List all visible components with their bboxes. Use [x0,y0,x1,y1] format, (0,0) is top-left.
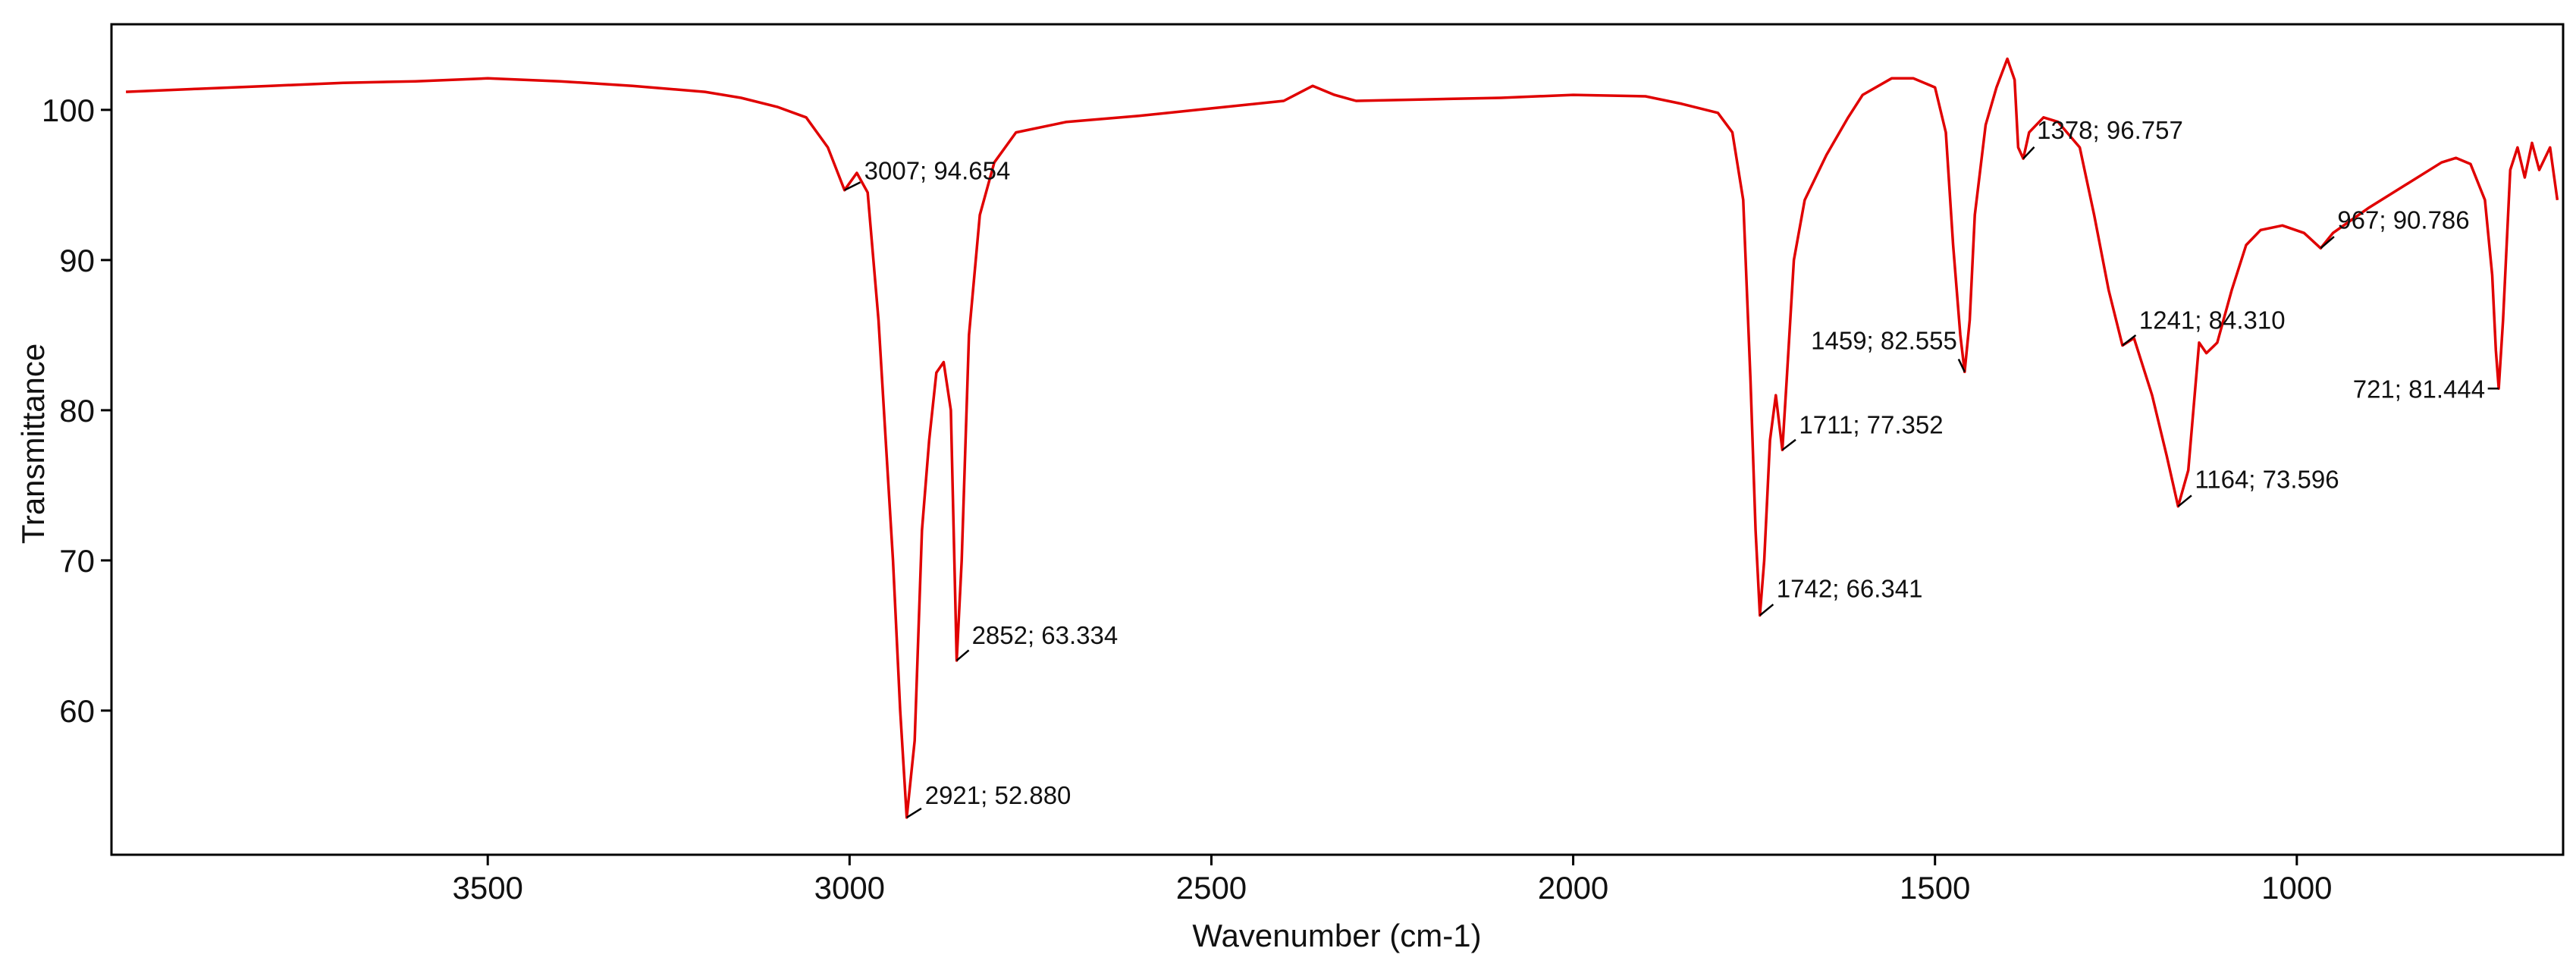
annotation-leader [906,807,922,818]
y-tick-label: 70 [59,543,95,579]
annotation-label: 1459; 82.555 [1811,326,1957,354]
y-axis-label: Transmittance [15,344,51,545]
annotation-leader [2022,146,2035,159]
annotation-label: 1241; 84.310 [2139,306,2286,334]
x-tick-label: 1500 [1900,870,1970,906]
x-tick-label: 3000 [814,870,885,906]
x-tick-label: 1000 [2261,870,2332,906]
annotation-label: 967; 90.786 [2337,206,2469,234]
y-tick-label: 80 [59,393,95,429]
spectrum-line [126,57,2559,819]
annotation-leader [2177,494,2192,507]
annotation-leader [1781,438,1796,451]
annotation-leader [2122,334,2137,347]
y-tick-label: 90 [59,243,95,278]
annotation-label: 1742; 66.341 [1777,574,1923,602]
annotation-label: 1378; 96.757 [2037,116,2183,144]
annotation-leader [1759,603,1774,617]
annotation-leader [844,181,861,191]
plot-frame [110,23,2565,856]
x-axis-label: Wavenumber (cm-1) [1192,918,1481,953]
annotation-label: 1164; 73.596 [2195,466,2339,494]
x-tick-label: 2500 [1176,870,1247,906]
annotation-label: 2921; 52.880 [925,781,1072,809]
annotation-leader [2320,236,2335,250]
annotation-label: 2852; 63.334 [972,621,1119,649]
annotation-label: 1711; 77.352 [1799,410,1943,438]
annotation-leader [1957,358,1966,372]
y-tick-label: 100 [42,93,95,128]
x-tick-label: 2000 [1538,870,1608,906]
annotation-leader [955,649,970,661]
y-tick-label: 60 [59,693,95,729]
x-tick-label: 3500 [452,870,522,906]
annotation-label: 3007; 94.654 [864,157,1011,185]
annotation-label: 721; 81.444 [2353,375,2485,403]
